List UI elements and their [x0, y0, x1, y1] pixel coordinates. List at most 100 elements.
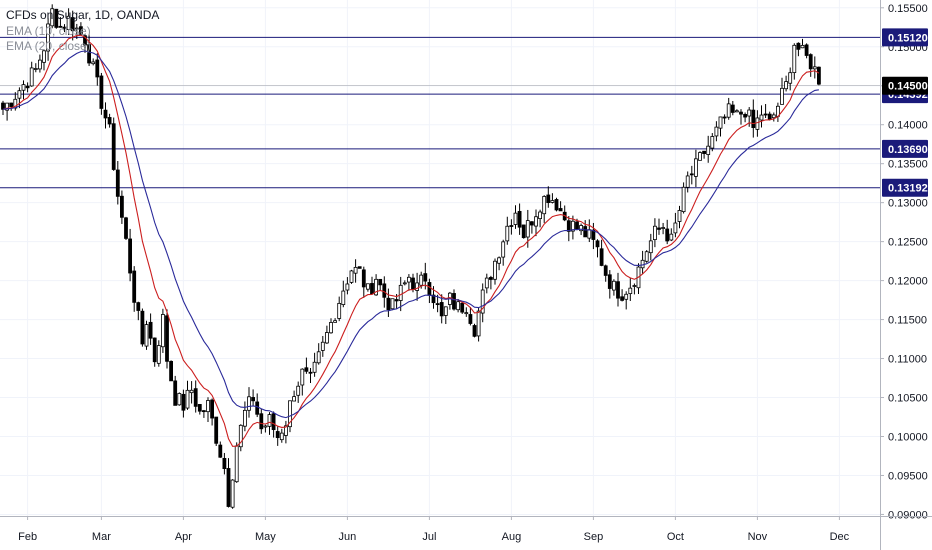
- time-tick-label: Oct: [667, 531, 684, 543]
- candle-body: [206, 400, 210, 413]
- candle-body: [292, 396, 297, 402]
- candle-body: [718, 116, 723, 129]
- candle-body: [739, 111, 743, 115]
- price-tick-label: 0.11500: [888, 315, 927, 327]
- candle-body: [382, 283, 387, 298]
- candle-body: [234, 445, 239, 483]
- candle-body: [509, 225, 514, 227]
- candle-body: [542, 196, 547, 215]
- level-price-tag: 0.13192: [882, 178, 928, 197]
- candle-body: [415, 282, 420, 291]
- candle-body: [197, 404, 202, 412]
- candle-body: [165, 315, 169, 362]
- candle-body: [38, 59, 42, 70]
- candle-body: [484, 277, 489, 289]
- candle-body: [370, 283, 374, 295]
- time-tick-label: Jun: [339, 531, 357, 543]
- candle-body: [152, 337, 157, 363]
- candle-body: [1, 102, 5, 110]
- candle-body: [242, 409, 247, 427]
- candle-body: [607, 274, 612, 289]
- candle-body: [320, 341, 325, 351]
- ema-10-line: [2, 34, 820, 447]
- level-price-tag-bg: [882, 178, 928, 197]
- time-axis[interactable]: Feb Mar Apr May Jun Jul Aug Sep Oct Nov Dec: [0, 516, 932, 543]
- candle-body: [780, 87, 784, 105]
- time-tick-label: Feb: [18, 531, 37, 543]
- price-axis[interactable]: 0.155000.150000.145000.140000.135000.130…: [880, 0, 928, 550]
- price-tick-label: 0.09000: [888, 509, 928, 521]
- candle-body: [431, 294, 436, 304]
- candle-body: [42, 50, 46, 63]
- candle-body: [812, 66, 817, 70]
- time-tick-label: Mar: [92, 531, 111, 543]
- ema-20-legend[interactable]: EMA (20, close): [6, 39, 91, 53]
- candle-body: [115, 169, 120, 197]
- candle-body: [505, 225, 510, 242]
- candle-body: [21, 84, 26, 91]
- candle-body: [452, 293, 456, 310]
- candle-body: [743, 114, 747, 118]
- candle-body: [74, 27, 79, 30]
- symbol-title[interactable]: CFDs on Sugar, 1D, OANDA: [6, 8, 160, 22]
- candle-body: [488, 277, 493, 280]
- candle-body: [128, 238, 133, 274]
- candle-body: [423, 273, 428, 282]
- candle-body: [91, 61, 96, 65]
- candle-body: [808, 54, 813, 70]
- candle-body: [661, 227, 665, 229]
- candle-body: [238, 424, 243, 448]
- candle-body: [300, 368, 305, 386]
- candle-body: [689, 173, 694, 176]
- candle-body: [79, 26, 83, 35]
- candle-body: [255, 401, 260, 415]
- candle-body: [324, 332, 329, 344]
- candle-body: [755, 117, 760, 130]
- candle-body: [472, 325, 477, 337]
- ema-10-legend[interactable]: EMA (10, close): [6, 23, 91, 38]
- candle-body: [525, 220, 530, 238]
- candle-body: [357, 266, 362, 269]
- price-tick-label: 0.10500: [888, 393, 928, 405]
- candle-body: [353, 266, 358, 274]
- candle-body: [95, 59, 100, 78]
- last-price-tag: 0.14500: [882, 76, 928, 95]
- candle-body: [575, 221, 579, 230]
- candle-body: [390, 298, 395, 310]
- candle-body: [247, 396, 251, 411]
- candle-body: [374, 278, 379, 296]
- candle-body: [558, 208, 563, 212]
- candle-body: [66, 15, 71, 30]
- candle-body: [132, 270, 137, 303]
- candle-body: [50, 8, 55, 27]
- candle-body: [677, 210, 682, 222]
- price-tick-label: 0.10000: [888, 431, 928, 443]
- candle-body: [29, 67, 34, 87]
- candle-body: [427, 282, 432, 296]
- candle-body: [99, 75, 104, 109]
- candle-body: [493, 260, 497, 280]
- candle-body: [673, 222, 678, 234]
- candle-body: [460, 302, 465, 313]
- candle-body: [517, 211, 522, 228]
- candle-body: [714, 126, 719, 137]
- candle-body: [378, 278, 383, 286]
- candle-body: [169, 360, 174, 382]
- candle-body: [796, 42, 801, 50]
- candle-body: [173, 380, 178, 406]
- candle-body: [33, 68, 38, 70]
- candle-body: [632, 285, 637, 287]
- candle-body: [710, 136, 715, 149]
- candle-body: [46, 23, 50, 52]
- candle-body: [304, 367, 309, 372]
- last-price-tag-text: 0.14500: [888, 81, 928, 93]
- level-price-tag-text: 0.13690: [888, 144, 928, 156]
- time-tick-label: Nov: [748, 531, 768, 543]
- candle-body: [406, 276, 411, 283]
- candle-body: [58, 25, 63, 28]
- horizontal-level-lines[interactable]: [0, 36, 880, 189]
- candle-body: [411, 277, 415, 290]
- candle-body: [160, 314, 165, 348]
- candle-body: [620, 296, 624, 301]
